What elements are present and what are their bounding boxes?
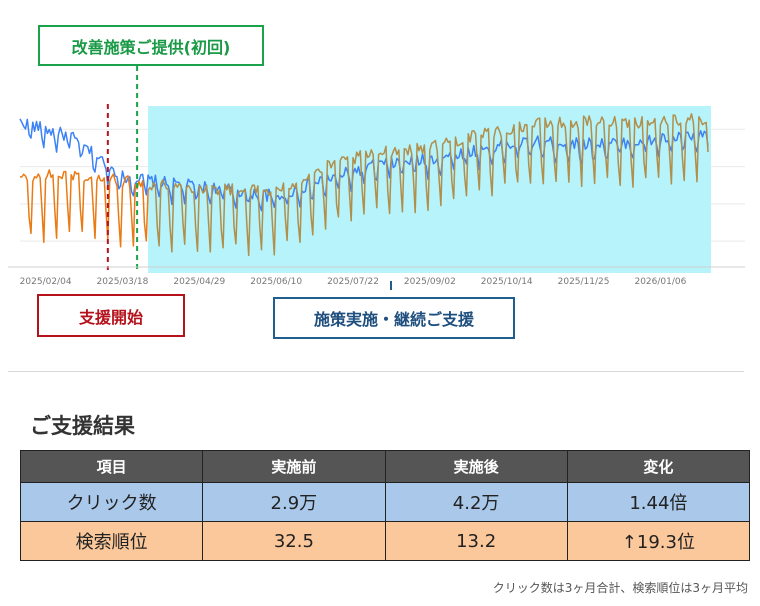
- x-tick-label: 2025/02/04: [20, 277, 72, 287]
- implementation-annotation: 施策実施・継続ご支援: [273, 297, 515, 339]
- improve-annotation: 改善施策ご提供(初回): [38, 25, 264, 66]
- results-table: 項目 実施前 実施後 変化 クリック数 2.9万 4.2万 1.44倍 検索順位…: [19, 450, 751, 561]
- cell-after: 13.2: [384, 521, 568, 561]
- x-tick-label: 2025/10/14: [481, 277, 533, 287]
- results-title: ご支援結果: [30, 414, 135, 438]
- x-tick-label: 2025/07/22: [327, 277, 379, 287]
- chart-series: [19, 113, 709, 257]
- footnote: クリック数は3ヶ月合計、検索順位は3ヶ月平均: [492, 581, 748, 595]
- cell-item: クリック数: [19, 482, 204, 522]
- series-line-2: [19, 169, 149, 248]
- traffic-chart: 2025/02/04 2025/03/18 2025/04/29 2025/06/10…: [8, 66, 745, 290]
- table-row-clicks: クリック数 2.9万 4.2万 1.44倍: [19, 482, 751, 522]
- header-after: 実施後: [384, 450, 568, 483]
- cell-change: ↑19.3位: [566, 521, 751, 561]
- x-tick-labels: 2025/02/04 2025/03/18 2025/04/29 2025/06/10…: [20, 277, 687, 287]
- x-tick-label: 2025/06/10: [250, 277, 302, 287]
- table-row-rank: 検索順位 32.5 13.2 ↑19.3位: [19, 521, 751, 561]
- start-annotation: 支援開始: [37, 294, 185, 337]
- x-tick-label: 2025/11/25: [558, 277, 610, 287]
- table-header-row: 項目 実施前 実施後 変化: [19, 450, 751, 483]
- x-tick-label: 2026/01/06: [634, 277, 686, 287]
- cell-change: 1.44倍: [566, 482, 751, 522]
- section-divider: [8, 371, 744, 372]
- cell-after: 4.2万: [384, 482, 568, 522]
- header-item: 項目: [19, 450, 204, 483]
- cell-item: 検索順位: [19, 521, 204, 561]
- header-before: 実施前: [202, 450, 386, 483]
- chart-event-lines: [106, 66, 392, 290]
- x-tick-label: 2025/04/29: [173, 277, 225, 287]
- x-tick-label: 2025/03/18: [97, 277, 149, 287]
- header-change: 変化: [566, 450, 751, 483]
- cell-before: 2.9万: [202, 482, 386, 522]
- x-tick-label: 2025/09/02: [404, 277, 456, 287]
- cell-before: 32.5: [202, 521, 386, 561]
- series-line-2-after: [147, 113, 709, 257]
